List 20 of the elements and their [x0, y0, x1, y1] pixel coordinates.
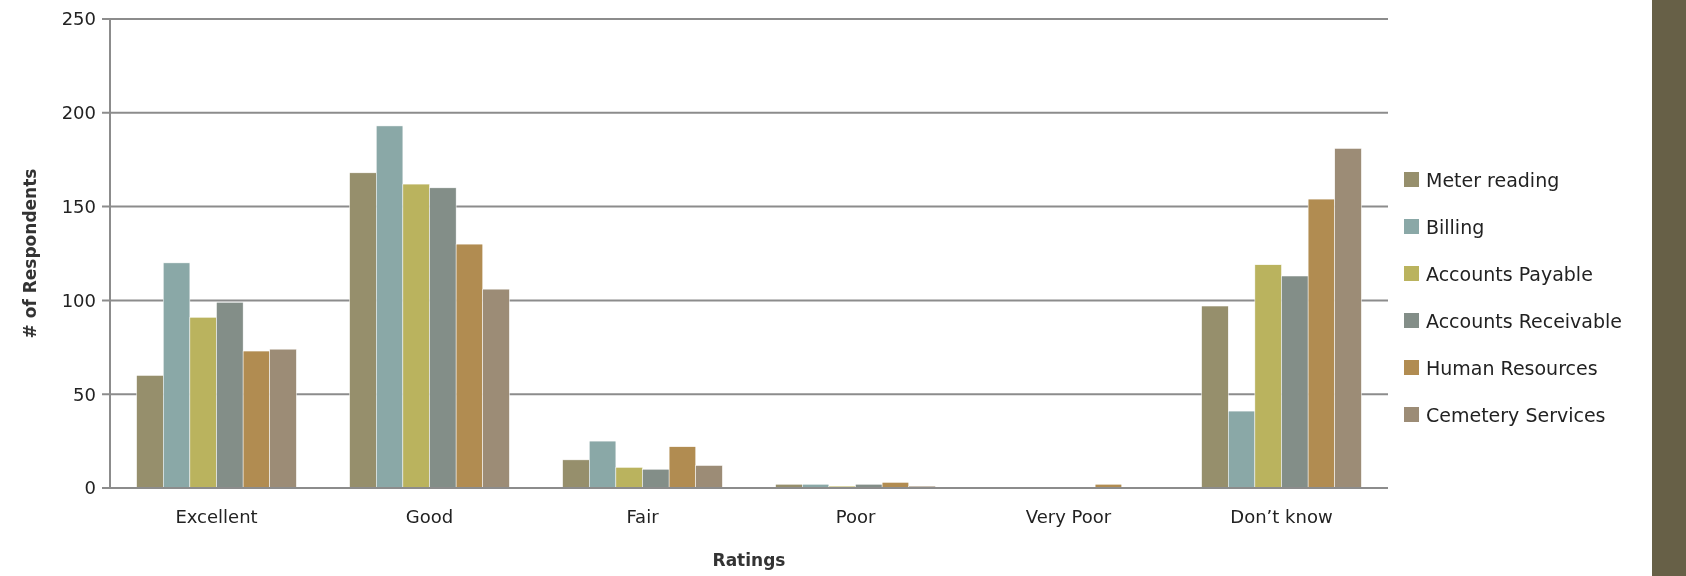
legend-label: Accounts Payable	[1426, 262, 1593, 285]
legend-label: Human Resources	[1426, 356, 1598, 379]
x-tick-label: Fair	[626, 506, 660, 527]
x-tick-label: Don’t know	[1230, 506, 1333, 527]
legend-label: Meter reading	[1426, 168, 1560, 191]
y-tick-label: 150	[61, 195, 96, 217]
y-tick-label: 200	[61, 102, 96, 124]
y-tick-label: 0	[84, 477, 96, 499]
x-tick-label: Very Poor	[1025, 506, 1112, 527]
x-axis-title: Ratings	[712, 550, 786, 570]
x-tick-label: Good	[405, 506, 454, 527]
y-tick-label: 100	[61, 289, 96, 311]
y-axis-title: # of Respondents	[20, 168, 40, 339]
x-tick-label: Poor	[835, 506, 876, 527]
legend-label: Billing	[1426, 215, 1485, 238]
y-tick-label: 50	[73, 383, 96, 405]
legend-label: Cemetery Services	[1426, 403, 1606, 426]
y-tick-label: 250	[61, 8, 96, 30]
legend-label: Accounts Receivable	[1426, 309, 1623, 332]
x-tick-label: Excellent	[175, 506, 258, 527]
